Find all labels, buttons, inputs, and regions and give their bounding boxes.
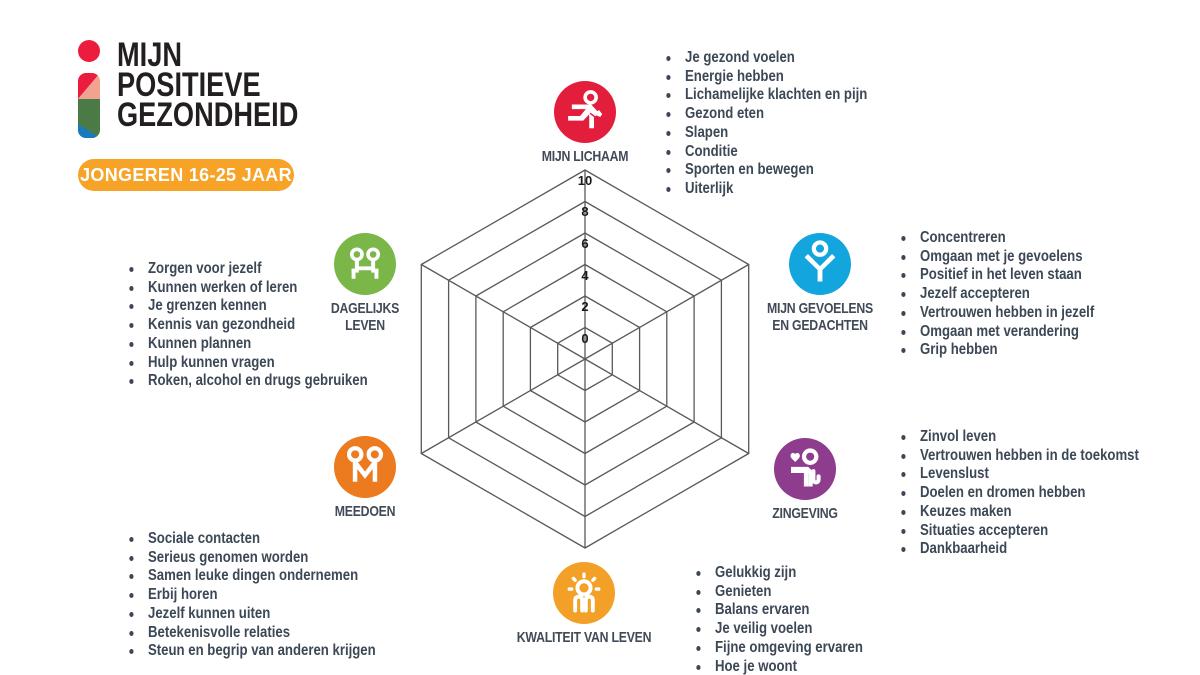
svg-text:6: 6	[581, 236, 588, 251]
svg-text:10: 10	[578, 173, 592, 188]
svg-text:8: 8	[581, 204, 588, 219]
svg-text:4: 4	[581, 268, 589, 283]
svg-text:2: 2	[581, 299, 588, 314]
svg-text:0: 0	[581, 331, 588, 346]
